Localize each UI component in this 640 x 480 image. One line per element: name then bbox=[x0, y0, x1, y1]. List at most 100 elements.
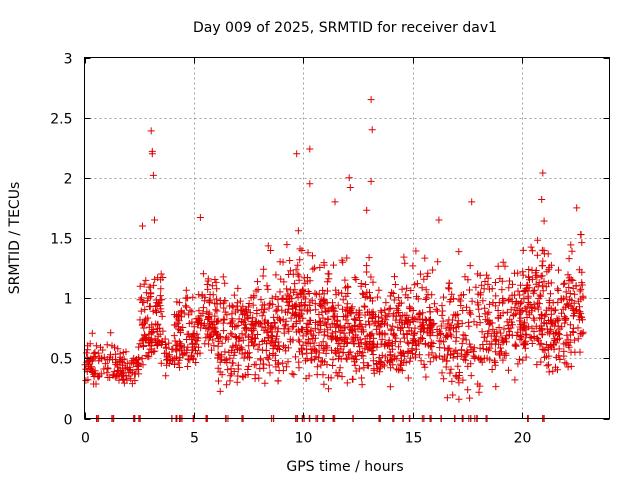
data-point bbox=[319, 314, 327, 322]
data-point bbox=[403, 330, 411, 338]
data-point bbox=[179, 351, 187, 359]
data-point bbox=[516, 323, 524, 331]
data-point bbox=[468, 198, 476, 206]
data-point bbox=[516, 355, 523, 363]
data-point bbox=[422, 286, 430, 294]
data-point bbox=[309, 252, 316, 260]
data-point bbox=[218, 371, 226, 379]
data-point bbox=[503, 308, 511, 316]
data-point bbox=[509, 280, 516, 288]
data-point bbox=[103, 369, 111, 377]
data-point bbox=[313, 363, 321, 371]
data-point bbox=[546, 299, 554, 307]
data-point bbox=[224, 366, 232, 374]
data-point bbox=[161, 335, 169, 343]
data-point bbox=[464, 276, 472, 284]
data-point bbox=[324, 270, 332, 278]
data-point bbox=[357, 339, 365, 347]
data-point bbox=[298, 326, 306, 334]
data-point bbox=[186, 356, 194, 364]
data-point bbox=[357, 320, 365, 328]
data-point bbox=[284, 358, 292, 366]
data-point bbox=[422, 296, 430, 303]
data-point bbox=[331, 198, 339, 206]
data-point bbox=[233, 378, 241, 386]
data-point bbox=[249, 301, 257, 309]
data-point bbox=[280, 278, 288, 286]
data-point bbox=[111, 343, 118, 351]
data-point bbox=[146, 337, 154, 345]
data-point bbox=[171, 337, 179, 345]
data-point bbox=[412, 342, 420, 349]
data-point bbox=[279, 294, 287, 302]
data-point bbox=[264, 242, 272, 250]
data-point bbox=[467, 372, 475, 380]
data-point bbox=[574, 324, 582, 332]
data-point bbox=[144, 352, 152, 360]
data-point bbox=[182, 294, 190, 302]
data-point bbox=[341, 334, 349, 342]
data-point bbox=[104, 364, 112, 372]
data-point bbox=[286, 335, 294, 343]
data-point bbox=[508, 318, 516, 326]
data-point bbox=[404, 374, 412, 382]
data-point bbox=[464, 362, 472, 370]
data-point bbox=[378, 308, 385, 316]
data-point bbox=[302, 338, 310, 346]
data-point bbox=[388, 288, 396, 296]
data-point bbox=[370, 342, 377, 350]
data-point bbox=[466, 286, 473, 294]
data-point bbox=[483, 345, 491, 353]
data-point bbox=[383, 321, 391, 329]
data-point bbox=[400, 253, 408, 261]
data-point bbox=[177, 329, 184, 337]
data-point bbox=[527, 334, 535, 342]
data-point bbox=[301, 295, 309, 303]
data-point bbox=[163, 361, 171, 369]
data-point bbox=[486, 356, 494, 364]
data-point bbox=[295, 302, 303, 310]
data-point bbox=[306, 340, 314, 348]
data-point bbox=[339, 258, 347, 266]
data-point bbox=[465, 322, 473, 330]
data-point bbox=[292, 266, 300, 274]
data-point bbox=[572, 282, 580, 290]
data-point bbox=[374, 322, 382, 330]
data-point bbox=[483, 271, 491, 279]
data-point bbox=[497, 344, 505, 352]
data-point bbox=[358, 381, 366, 389]
data-point bbox=[521, 304, 529, 312]
data-point bbox=[222, 335, 230, 343]
data-point bbox=[363, 268, 371, 276]
data-point bbox=[369, 297, 376, 305]
data-point bbox=[329, 356, 337, 364]
data-point bbox=[392, 312, 400, 320]
data-point bbox=[230, 291, 238, 299]
data-point bbox=[445, 316, 453, 324]
data-point bbox=[304, 274, 311, 281]
data-point bbox=[290, 322, 298, 330]
data-point bbox=[525, 266, 533, 273]
data-point bbox=[319, 357, 326, 365]
data-point bbox=[535, 300, 543, 308]
data-point bbox=[560, 295, 568, 303]
data-point bbox=[568, 247, 576, 255]
data-point bbox=[443, 394, 451, 402]
data-point bbox=[319, 286, 327, 294]
data-point bbox=[152, 320, 160, 328]
data-point bbox=[185, 320, 193, 327]
data-point bbox=[154, 299, 162, 307]
data-point bbox=[467, 310, 475, 318]
data-point bbox=[534, 236, 542, 244]
data-point bbox=[404, 294, 412, 301]
data-point bbox=[395, 343, 403, 351]
data-point bbox=[275, 359, 283, 367]
data-point bbox=[147, 127, 155, 135]
data-point bbox=[485, 308, 493, 316]
data-point bbox=[229, 343, 237, 351]
data-point bbox=[216, 358, 224, 366]
data-point bbox=[92, 342, 100, 350]
data-point bbox=[213, 307, 221, 315]
data-point bbox=[248, 338, 256, 346]
data-point bbox=[296, 256, 304, 264]
